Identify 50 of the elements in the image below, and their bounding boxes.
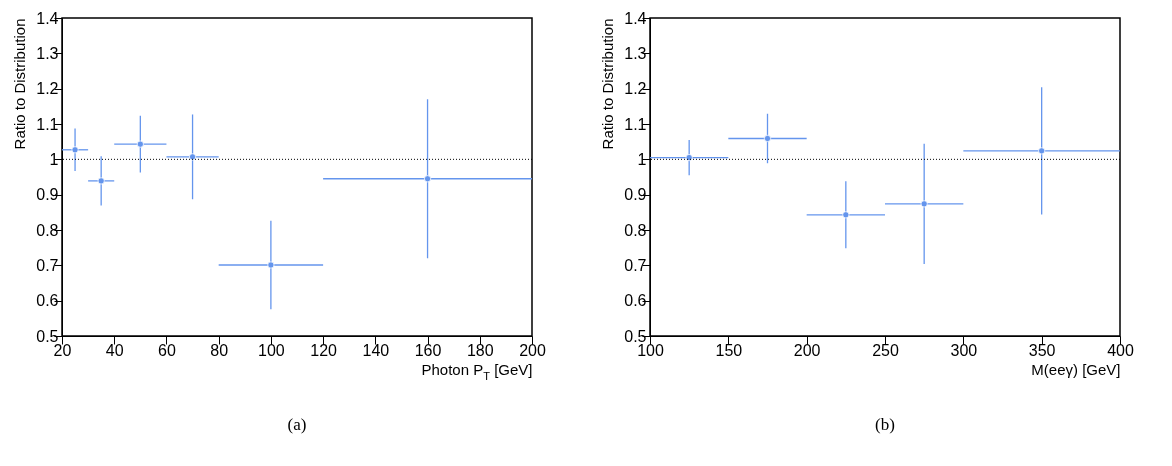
y-tick-label: 1.2	[36, 80, 59, 98]
x-tick-label: 300	[950, 341, 978, 359]
point	[188, 153, 197, 161]
x-tick-label: 120	[310, 341, 338, 359]
y-tick-label: 0.9	[624, 186, 647, 204]
y-axis-title: Ratio to Distribution	[599, 18, 617, 150]
point	[920, 200, 928, 208]
y-tick-label: 0.8	[624, 221, 647, 239]
point	[136, 140, 144, 148]
x-tick-label: 200	[519, 341, 546, 359]
point	[685, 154, 693, 162]
y-tick-label: 0.6	[624, 292, 647, 310]
y-tick-label: 1.1	[624, 115, 647, 133]
y-tick-label: 0.6	[36, 292, 59, 310]
y-tick-label: 1	[637, 150, 647, 168]
y-tick-label: 1.1	[36, 115, 59, 133]
x-tick-label: 400	[1107, 341, 1134, 359]
point	[763, 134, 772, 143]
point	[267, 261, 275, 269]
point	[842, 211, 850, 219]
text: (b)	[875, 415, 895, 434]
x-tick-label: 250	[872, 341, 899, 359]
y-axis-title: Ratio to Distribution	[11, 18, 29, 150]
x-tick-label: 80	[210, 341, 229, 359]
point	[1038, 147, 1046, 155]
y-tick-label: 1.4	[624, 9, 647, 27]
y-tick-label: 1.3	[36, 44, 59, 62]
x-tick-label: 350	[1028, 341, 1056, 359]
x-tick-label: 160	[414, 341, 442, 359]
y-tick-label: 1.4	[36, 9, 59, 27]
x-tick-label: 100	[258, 341, 285, 359]
x-tick-label: 60	[158, 341, 176, 359]
text: (a)	[287, 415, 307, 434]
y-tick-label: 0.7	[36, 256, 59, 274]
point	[71, 146, 79, 154]
point	[97, 177, 105, 185]
y-tick-label: 0.9	[36, 186, 59, 204]
y-tick-label: 1	[49, 150, 59, 168]
y-tick-label: 0.8	[36, 221, 59, 239]
x-tick-label: 40	[105, 341, 124, 359]
y-tick-label: 0.7	[624, 256, 647, 274]
y-tick-label: 1.2	[624, 80, 647, 98]
x-axis-title: Photon P$_{T}$ [GeV]	[421, 360, 533, 382]
x-axis-title: M(eeγ) [GeV]	[1031, 360, 1121, 378]
x-tick-label: 150	[715, 341, 743, 359]
x-tick-label: 140	[362, 341, 390, 359]
y-tick-label: 1.3	[624, 44, 647, 62]
x-tick-label: 200	[793, 341, 821, 359]
x-tick-label: 180	[466, 341, 494, 359]
point	[423, 175, 432, 183]
